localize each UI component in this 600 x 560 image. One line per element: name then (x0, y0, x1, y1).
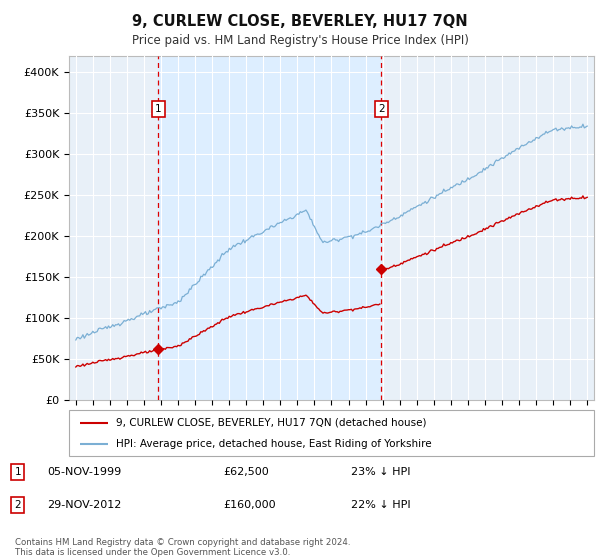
Text: £62,500: £62,500 (223, 467, 269, 477)
Text: 1: 1 (155, 104, 162, 114)
Text: 9, CURLEW CLOSE, BEVERLEY, HU17 7QN: 9, CURLEW CLOSE, BEVERLEY, HU17 7QN (132, 14, 468, 29)
Text: 1: 1 (14, 467, 21, 477)
Text: HPI: Average price, detached house, East Riding of Yorkshire: HPI: Average price, detached house, East… (116, 439, 432, 449)
Text: 9, CURLEW CLOSE, BEVERLEY, HU17 7QN (detached house): 9, CURLEW CLOSE, BEVERLEY, HU17 7QN (det… (116, 418, 427, 428)
Text: 2: 2 (378, 104, 385, 114)
Text: 2: 2 (14, 500, 21, 510)
Text: 05-NOV-1999: 05-NOV-1999 (47, 467, 121, 477)
Text: 29-NOV-2012: 29-NOV-2012 (47, 500, 121, 510)
Bar (158, 56, 381, 400)
Text: 22% ↓ HPI: 22% ↓ HPI (351, 500, 410, 510)
Text: Contains HM Land Registry data © Crown copyright and database right 2024.
This d: Contains HM Land Registry data © Crown c… (15, 538, 350, 557)
FancyBboxPatch shape (69, 410, 594, 456)
Text: 23% ↓ HPI: 23% ↓ HPI (351, 467, 410, 477)
Text: £160,000: £160,000 (223, 500, 276, 510)
Text: Price paid vs. HM Land Registry's House Price Index (HPI): Price paid vs. HM Land Registry's House … (131, 34, 469, 46)
